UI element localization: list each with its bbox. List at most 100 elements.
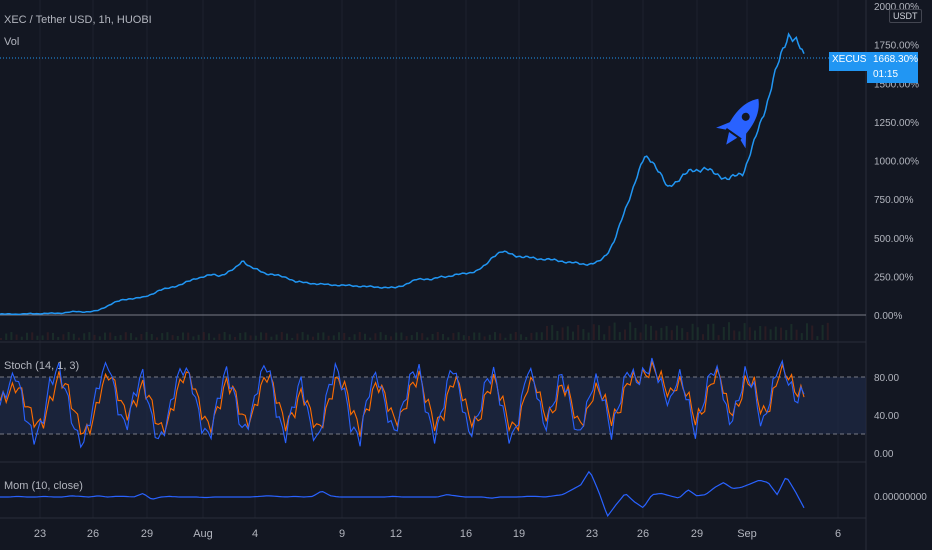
volume-bar [592,324,595,340]
mom-label[interactable]: Mom (10, close) [4,480,83,492]
volume-bar [587,332,590,340]
volume-bar [364,333,366,340]
stoch-band [0,377,866,434]
volume-bar [239,332,242,340]
volume-bar [774,326,777,340]
volume-bar [785,330,788,340]
volume-bar [634,327,637,340]
price-axis-tick: 750.00% [874,195,914,206]
volume-label[interactable]: Vol [4,36,20,48]
volume-bar [520,334,522,340]
stoch-axis-tick: 0.00 [874,449,894,460]
volume-bar [176,336,179,340]
volume-bar [10,332,13,340]
volume-bar [332,335,335,340]
volume-bar [504,337,507,340]
volume-bar [712,323,715,340]
price-series [0,32,805,316]
volume-bar [826,322,829,340]
volume-bar [135,337,138,340]
volume-bar [551,325,554,340]
volume-bar [452,333,455,340]
volume-bar [629,322,632,340]
price-axis-tick: 500.00% [874,234,914,245]
volume-bar [488,334,491,340]
volume-bar [286,333,288,340]
volume-bar [369,337,372,340]
price-axis-tick: 2000.00% [874,2,919,13]
volume-bar [462,335,465,340]
stoch-d-line [0,359,805,437]
x-axis-tick: 23 [34,528,46,540]
volume-bar [36,335,39,340]
volume-bar [166,332,169,340]
x-axis-tick: Sep [737,528,757,540]
volume-bar [140,333,143,340]
stoch-series [0,357,805,449]
volume-bar [31,332,34,340]
volume-bar [254,335,257,340]
volume-bar [598,325,600,340]
volume-bar [182,332,184,340]
volume-bars [0,322,829,340]
volume-bar [702,334,704,340]
volume-bar [379,332,382,340]
volume-bar [280,332,283,340]
price-axis-tick: 1250.00% [874,118,919,129]
volume-bar [67,332,70,340]
volume-bar [275,334,278,340]
mom-axis-tick: 0.00000000 [874,492,927,503]
volume-bar [291,337,294,340]
volume-bar [353,334,356,340]
volume-bar [114,336,117,340]
volume-bar [816,336,819,340]
volume-bar [5,333,8,340]
symbol-title[interactable]: XEC / Tether USD, 1h, HUOBI [4,14,152,26]
unit-button[interactable]: USDT [889,9,922,23]
volume-bar [161,333,164,340]
volume-bar [400,332,403,340]
volume-bar [72,333,75,340]
volume-bar [442,334,444,340]
price-axis-tick: 0.00% [874,311,902,322]
volume-bar [156,337,158,340]
volume-bar [93,334,96,340]
volume-bar [384,334,387,340]
volume-bar [738,331,741,340]
volume-bar [244,332,247,340]
volume-bar [52,332,54,340]
volume-bar [83,333,86,340]
x-axis-tick: 23 [586,528,598,540]
volume-bar [130,333,132,340]
volume-bar [754,330,756,340]
volume-bar [457,332,460,340]
volume-bar [20,336,23,340]
y-axis-labels: 2000.00% 1750.00% 1500.00% 1250.00% 1000.00%… [874,2,927,503]
price-axis-tick: 250.00% [874,272,914,283]
volume-bar [759,325,762,340]
x-axis-tick: 6 [835,528,841,540]
volume-bar [0,338,2,340]
volume-bar [26,332,28,340]
volume-bar [691,323,694,340]
volume-bar [98,336,101,340]
price-badge: 1668.30% 01:15 [867,52,918,83]
volume-bar [566,326,569,340]
volume-bar [109,332,112,340]
volume-bar [119,335,122,340]
volume-bar [608,325,611,340]
x-axis-tick: 4 [252,528,258,540]
volume-bar [743,323,746,340]
volume-bar [676,325,678,340]
volume-bar [660,327,663,340]
stoch-label[interactable]: Stoch (14, 1, 3) [4,360,80,372]
stoch-axis-tick: 40.00 [874,411,899,422]
volume-bar [795,329,798,340]
volume-bar [343,332,346,340]
volume-bar [525,336,528,340]
volume-bar [603,334,606,340]
volume-bar [374,333,377,340]
chart-grid [39,0,839,518]
volume-bar [249,335,252,340]
